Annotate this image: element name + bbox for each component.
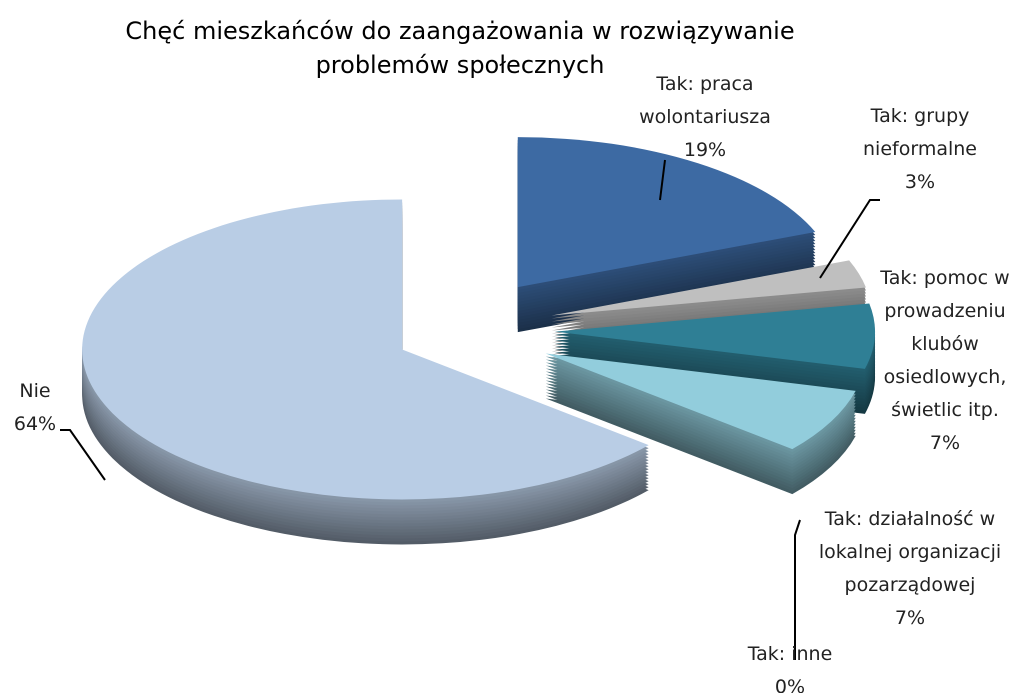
leader-line xyxy=(60,429,106,481)
value-label: 19% xyxy=(683,139,727,161)
data-label: Nie 64% xyxy=(5,375,65,441)
data-label: Tak: grupy nieformalne 3% xyxy=(855,100,985,199)
category-label: Tak: pomoc w prowadzeniu klubów osiedlow… xyxy=(880,267,1010,421)
value-label: 7% xyxy=(894,607,926,629)
data-label: Tak: inne 0% xyxy=(730,638,850,693)
value-label: 3% xyxy=(904,171,936,193)
slice xyxy=(517,137,816,288)
category-label: Tak: praca wolontariusza xyxy=(639,73,771,128)
chart-title: Chęć mieszkańców do zaangażowania w rozw… xyxy=(125,17,795,79)
data-label: Tak: pomoc w prowadzeniu klubów osiedlow… xyxy=(870,262,1020,460)
leader-lines xyxy=(60,159,880,660)
leader-line xyxy=(794,519,801,660)
slice xyxy=(551,260,866,316)
category-label: Tak: działalność w lokalnej organizacji … xyxy=(818,508,1002,596)
slice xyxy=(82,199,649,500)
leader-line xyxy=(659,159,666,201)
leader-line xyxy=(819,199,880,279)
value-label: 64% xyxy=(13,413,57,435)
category-label: Nie xyxy=(19,380,51,402)
data-label: Tak: działalność w lokalnej organizacji … xyxy=(810,503,1010,635)
category-label: Tak: grupy nieformalne xyxy=(863,105,977,160)
slice xyxy=(554,303,875,369)
value-label: 0% xyxy=(774,676,806,693)
data-label: Tak: praca wolontariusza 19% xyxy=(630,68,780,167)
value-label: 7% xyxy=(929,432,961,454)
slice xyxy=(545,353,856,450)
category-label: Tak: inne xyxy=(747,643,833,665)
